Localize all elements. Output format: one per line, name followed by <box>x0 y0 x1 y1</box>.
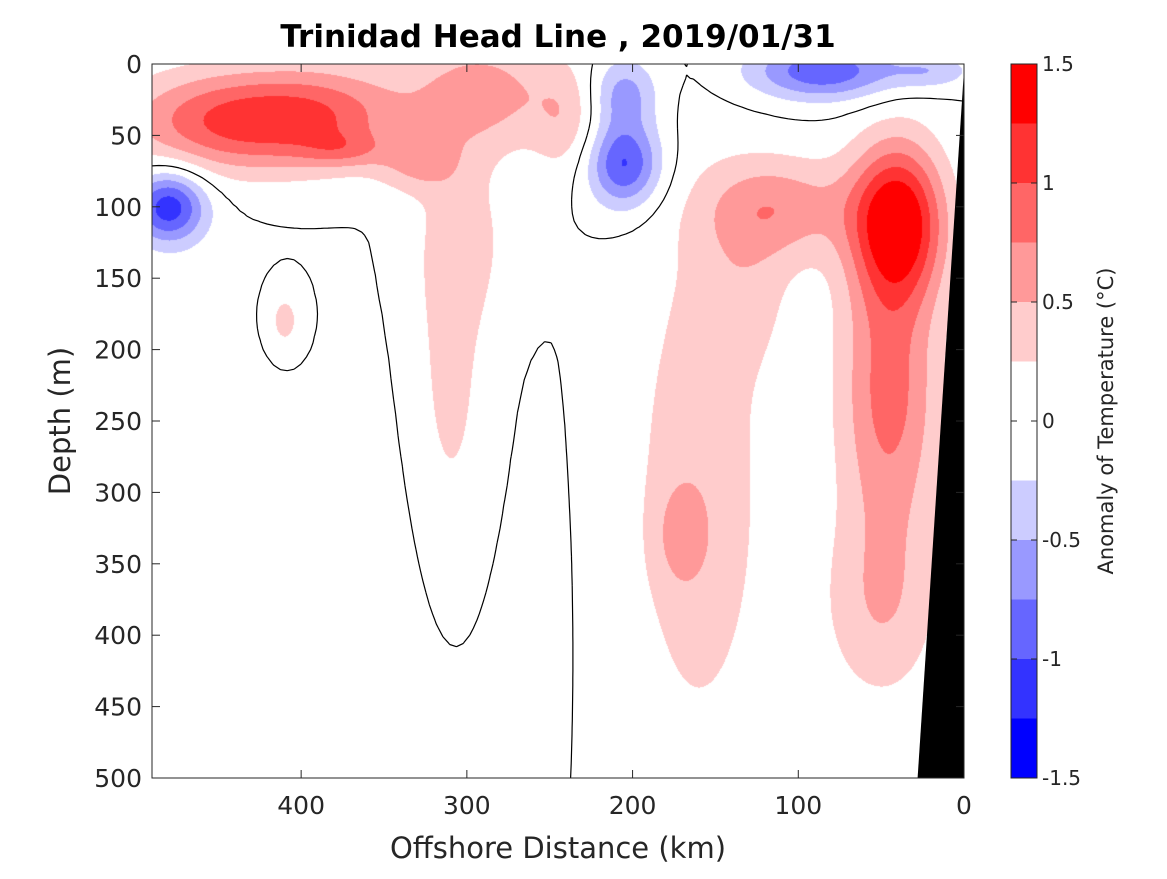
colorbar-tick-label: 1 <box>1042 171 1055 195</box>
colorbar-swatch <box>1011 540 1037 600</box>
y-tick-label: 450 <box>94 693 142 722</box>
y-axis-label: Depth (m) <box>43 347 77 495</box>
x-axis: 400 300 200 100 0 <box>277 64 972 820</box>
y-tick-label: 50 <box>110 121 142 150</box>
y-tick-label: 300 <box>94 478 142 507</box>
colorbar-tick-label: -1 <box>1042 647 1062 671</box>
colorbar: 1.5 1 0.5 0 -0.5 -1 -1.5 <box>1010 52 1081 790</box>
x-axis-label: Offshore Distance (km) <box>390 831 726 865</box>
zero-contour-line <box>151 63 965 779</box>
chart-title: Trinidad Head Line , 2019/01/31 <box>280 19 835 55</box>
colorbar-swatch <box>1011 123 1037 183</box>
colorbar-swatch <box>1011 718 1037 778</box>
colorbar-swatch <box>1011 659 1037 719</box>
x-tick-label: 300 <box>443 791 491 820</box>
colorbar-swatch <box>1011 302 1037 362</box>
zero-contour-lines <box>151 63 965 779</box>
y-tick-label: 100 <box>94 193 142 222</box>
colorbar-swatch <box>1011 64 1037 124</box>
colorbar-swatch <box>1011 242 1037 302</box>
x-tick-label: 200 <box>609 791 657 820</box>
y-tick-label: 400 <box>94 621 142 650</box>
colorbar-tick-label: 0.5 <box>1042 290 1074 314</box>
y-tick-label: 0 <box>126 50 142 79</box>
colorbar-tick-label: -1.5 <box>1042 766 1081 790</box>
y-tick-label: 200 <box>94 336 142 365</box>
temperature-anomaly-field <box>152 64 964 778</box>
colorbar-ticks: 1.5 1 0.5 0 -0.5 -1 -1.5 <box>1011 52 1081 790</box>
land-mask <box>917 70 964 778</box>
colorbar-tick-label: -0.5 <box>1042 528 1081 552</box>
y-tick-label: 250 <box>94 407 142 436</box>
colorbar-label: Anomaly of Temperature (°C) <box>1094 268 1118 575</box>
colorbar-tick-label: 0 <box>1042 409 1055 433</box>
colorbar-swatch <box>1011 599 1037 659</box>
y-tick-label: 500 <box>94 764 142 793</box>
x-tick-label: 0 <box>956 791 972 820</box>
y-axis: 0 50 100 150 200 250 300 350 400 450 500 <box>94 50 964 793</box>
plot-area <box>151 63 965 779</box>
y-tick-label: 150 <box>94 264 142 293</box>
x-tick-label: 100 <box>774 791 822 820</box>
x-tick-label: 400 <box>277 791 325 820</box>
colorbar-swatch <box>1011 480 1037 540</box>
colorbar-swatch <box>1011 183 1037 243</box>
colorbar-tick-label: 1.5 <box>1042 52 1074 76</box>
y-tick-label: 350 <box>94 550 142 579</box>
